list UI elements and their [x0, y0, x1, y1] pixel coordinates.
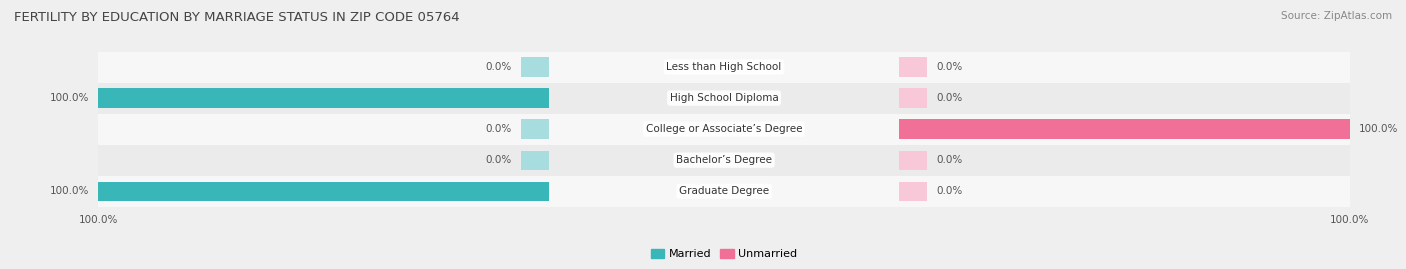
Text: 0.0%: 0.0%	[936, 155, 963, 165]
Text: 0.0%: 0.0%	[485, 155, 512, 165]
Bar	[900, 57, 928, 77]
Text: 0.0%: 0.0%	[485, 124, 512, 134]
Text: 0.0%: 0.0%	[936, 93, 963, 103]
Bar	[98, 83, 1350, 114]
Text: 0.0%: 0.0%	[936, 186, 963, 196]
Bar	[900, 119, 1350, 139]
Bar	[900, 89, 928, 108]
Bar	[98, 89, 548, 108]
Text: Less than High School: Less than High School	[666, 62, 782, 72]
Text: College or Associate’s Degree: College or Associate’s Degree	[645, 124, 803, 134]
Text: 0.0%: 0.0%	[485, 62, 512, 72]
Text: 0.0%: 0.0%	[936, 62, 963, 72]
Text: Bachelor’s Degree: Bachelor’s Degree	[676, 155, 772, 165]
Text: High School Diploma: High School Diploma	[669, 93, 779, 103]
Bar	[520, 151, 548, 170]
Bar	[520, 57, 548, 77]
Text: 100.0%: 100.0%	[49, 186, 89, 196]
Bar	[900, 182, 928, 201]
Bar	[98, 145, 1350, 176]
Text: Graduate Degree: Graduate Degree	[679, 186, 769, 196]
Bar	[900, 151, 928, 170]
Bar	[98, 176, 1350, 207]
Bar	[98, 114, 1350, 145]
Bar	[520, 119, 548, 139]
Bar	[98, 182, 548, 201]
Text: 100.0%: 100.0%	[1360, 124, 1399, 134]
Text: Source: ZipAtlas.com: Source: ZipAtlas.com	[1281, 11, 1392, 21]
Text: FERTILITY BY EDUCATION BY MARRIAGE STATUS IN ZIP CODE 05764: FERTILITY BY EDUCATION BY MARRIAGE STATU…	[14, 11, 460, 24]
Bar	[98, 52, 1350, 83]
Legend: Married, Unmarried: Married, Unmarried	[647, 245, 801, 264]
Text: 100.0%: 100.0%	[49, 93, 89, 103]
